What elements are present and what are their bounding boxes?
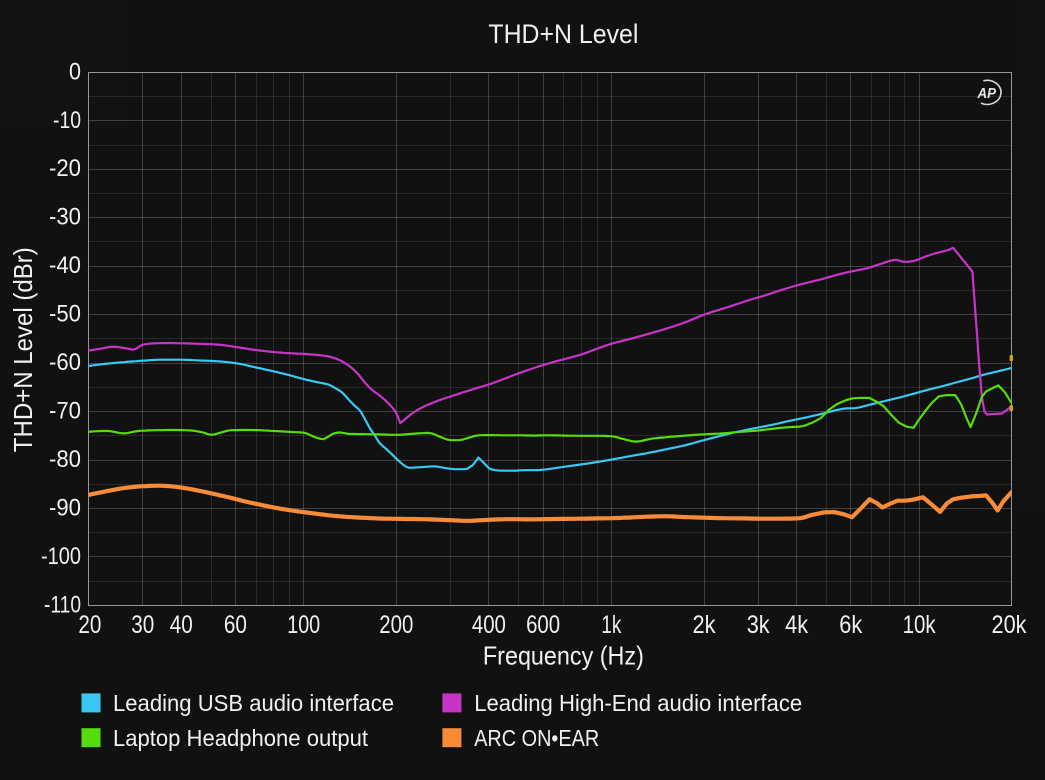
svg-text:-110: -110 (44, 591, 81, 618)
svg-text:AP: AP (977, 86, 997, 102)
svg-text:Leading USB audio interface: Leading USB audio interface (113, 690, 394, 716)
svg-text:20k: 20k (992, 611, 1027, 639)
svg-text:-100: -100 (41, 543, 81, 570)
svg-text:-10: -10 (53, 107, 81, 134)
svg-text:30: 30 (131, 611, 154, 639)
svg-text:Frequency (Hz): Frequency (Hz) (483, 641, 644, 671)
svg-text:400: 400 (472, 611, 506, 639)
svg-text:40: 40 (170, 611, 193, 639)
svg-text:-60: -60 (49, 349, 81, 376)
svg-text:ARC ON•EAR: ARC ON•EAR (474, 725, 599, 751)
svg-text:6k: 6k (839, 611, 862, 639)
svg-text:Leading High-End audio interfa: Leading High-End audio interface (474, 690, 802, 716)
svg-text:Laptop Headphone output: Laptop Headphone output (113, 725, 369, 751)
svg-text:10k: 10k (903, 611, 936, 639)
svg-text:60: 60 (224, 611, 247, 639)
svg-text:-50: -50 (49, 301, 81, 328)
svg-text:600: 600 (526, 611, 560, 639)
svg-text:2k: 2k (693, 611, 716, 639)
svg-text:1k: 1k (601, 611, 621, 639)
svg-text:-30: -30 (49, 204, 81, 231)
svg-text:20: 20 (78, 611, 101, 639)
svg-text:-40: -40 (49, 252, 81, 279)
svg-text:THD+N Level (dBr): THD+N Level (dBr) (8, 247, 38, 452)
svg-text:0: 0 (69, 58, 81, 85)
svg-text:-90: -90 (49, 494, 81, 521)
svg-text:-80: -80 (49, 446, 81, 473)
svg-text:100: 100 (287, 611, 320, 639)
svg-text:THD+N Level: THD+N Level (488, 19, 638, 49)
svg-text:-20: -20 (49, 155, 81, 182)
svg-text:200: 200 (379, 611, 413, 639)
svg-text:4k: 4k (785, 611, 808, 639)
svg-text:-70: -70 (49, 398, 81, 425)
svg-text:3k: 3k (747, 611, 770, 639)
